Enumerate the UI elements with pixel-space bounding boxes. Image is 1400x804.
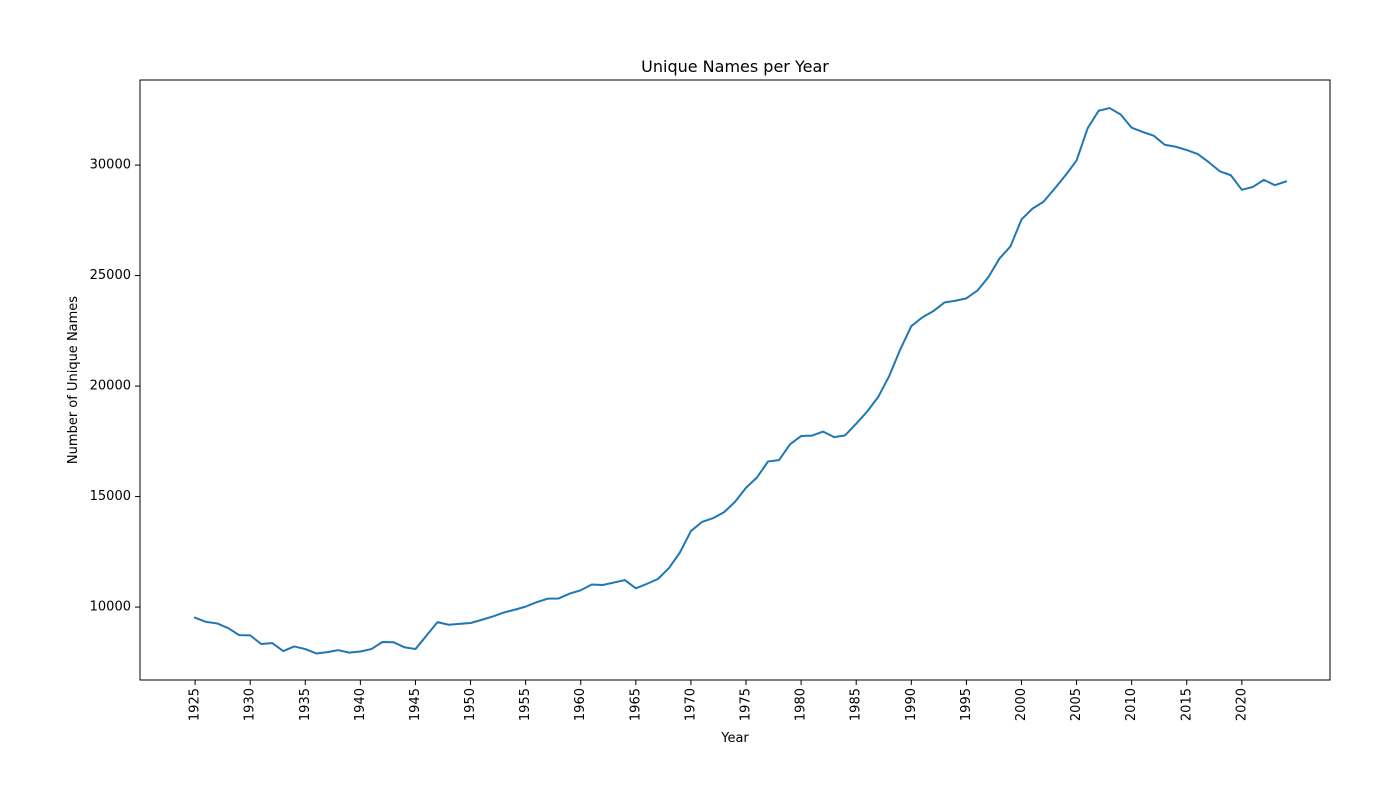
x-tick-label: 1940 [353, 688, 368, 721]
y-tick-label: 20000 [90, 379, 131, 394]
y-tick-label: 30000 [90, 158, 131, 173]
x-tick-label: 1925 [188, 688, 203, 721]
chart-title: Unique Names per Year [641, 57, 829, 76]
x-tick-label: 1935 [298, 688, 313, 721]
x-tick-label: 2000 [1014, 688, 1029, 721]
x-tick-label: 1945 [408, 688, 423, 721]
y-axis-label: Number of Unique Names [66, 296, 81, 464]
x-tick-label: 1950 [463, 688, 478, 721]
x-tick-label: 2015 [1179, 688, 1194, 721]
x-tick-label: 1970 [683, 688, 698, 721]
x-tick-label: 2005 [1069, 688, 1084, 721]
x-tick-label: 2020 [1234, 688, 1249, 721]
y-axis: 10000 15000 20000 25000 30000 [90, 158, 140, 615]
plot-area-frame [139, 79, 1331, 681]
x-axis: 1925 1930 1935 1940 1945 1950 1955 1960 1965 1970… [188, 680, 1249, 721]
x-tick-label: 2010 [1124, 688, 1139, 721]
series-line-0 [193, 107, 1288, 655]
y-tick-label: 25000 [90, 268, 131, 283]
y-tick-label: 10000 [90, 600, 131, 615]
y-tick-label: 15000 [90, 489, 131, 504]
x-tick-label: 1990 [904, 688, 919, 721]
x-tick-label: 1995 [959, 688, 974, 721]
x-tick-label: 1960 [573, 688, 588, 721]
x-tick-label: 1980 [794, 688, 809, 721]
x-tick-label: 1975 [739, 688, 754, 721]
x-tick-label: 1955 [518, 688, 533, 721]
x-tick-label: 1930 [243, 688, 258, 721]
x-axis-label: Year [720, 731, 749, 746]
x-tick-label: 1965 [628, 688, 643, 721]
x-tick-label: 1985 [849, 688, 864, 721]
